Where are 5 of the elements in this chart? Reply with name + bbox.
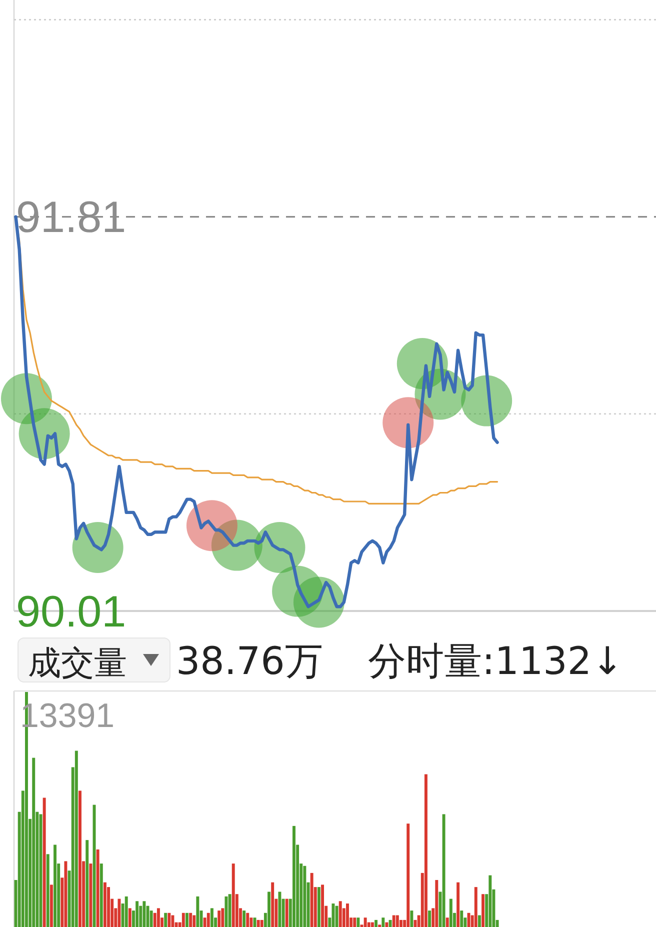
y-tick-label: 90.01 [16,587,126,636]
annotation: 38.76万 [176,639,323,683]
annotation: 分时量:1132↓ [368,639,624,683]
dropdown: 成交量 [18,638,170,682]
y-tick-label: 91.81 [16,193,126,242]
